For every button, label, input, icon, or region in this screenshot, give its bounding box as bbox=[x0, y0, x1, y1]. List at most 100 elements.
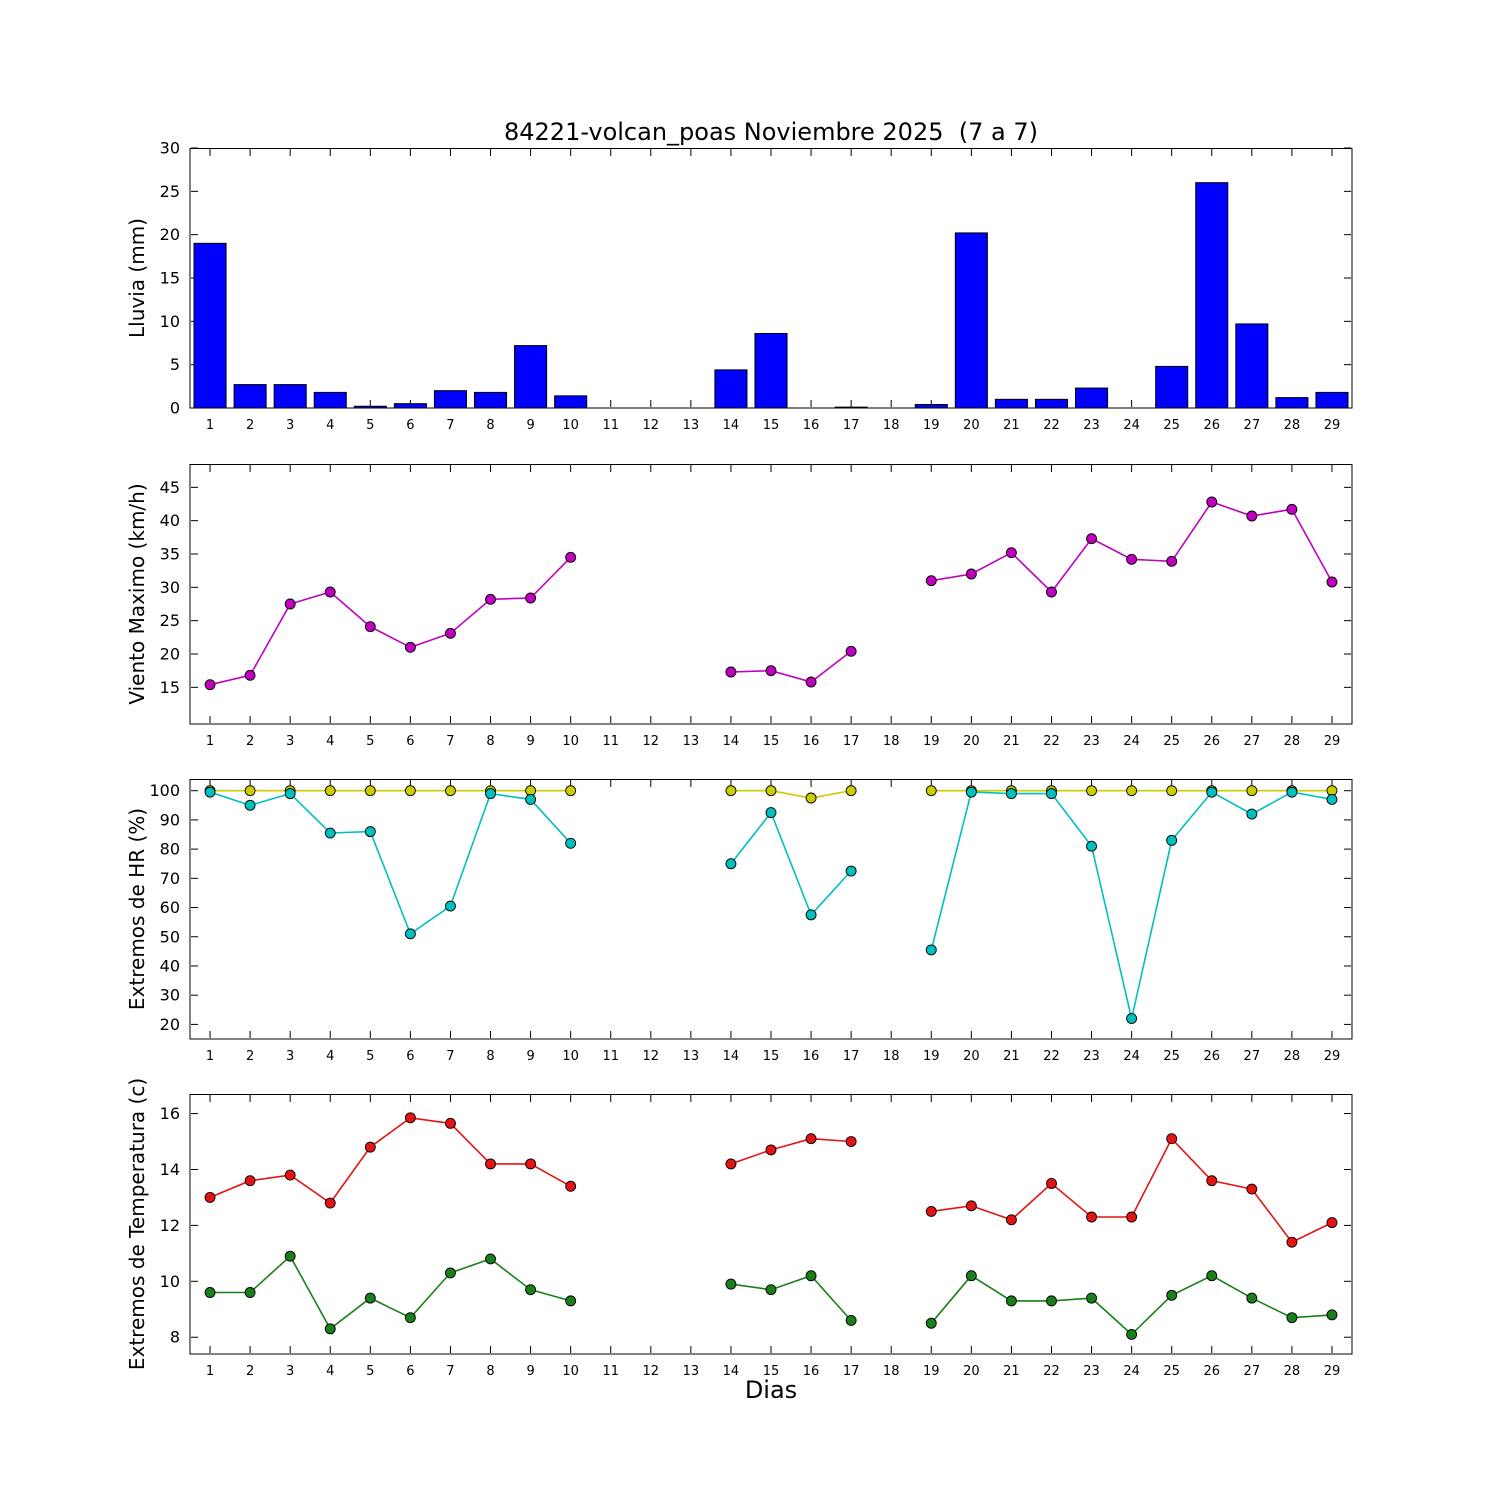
chart-title: 84221-volcan_poas Noviembre 2025 (7 a 7) bbox=[504, 118, 1038, 146]
svg-text:2: 2 bbox=[246, 734, 254, 749]
svg-text:1: 1 bbox=[206, 1364, 214, 1379]
svg-text:35: 35 bbox=[160, 545, 180, 564]
svg-text:25: 25 bbox=[1163, 1364, 1180, 1379]
svg-text:21: 21 bbox=[1003, 1364, 1020, 1379]
svg-text:25: 25 bbox=[1163, 1049, 1180, 1064]
svg-text:11: 11 bbox=[602, 1364, 619, 1379]
svg-text:0: 0 bbox=[170, 399, 180, 418]
svg-text:28: 28 bbox=[1284, 418, 1301, 433]
svg-text:18: 18 bbox=[883, 734, 900, 749]
svg-text:21: 21 bbox=[1003, 418, 1020, 433]
svg-text:14: 14 bbox=[160, 1160, 180, 1179]
svg-text:22: 22 bbox=[1043, 1364, 1060, 1379]
svg-text:5: 5 bbox=[366, 418, 374, 433]
svg-text:13: 13 bbox=[683, 734, 700, 749]
svg-text:16: 16 bbox=[803, 1049, 820, 1064]
svg-text:12: 12 bbox=[643, 734, 660, 749]
svg-text:60: 60 bbox=[160, 898, 180, 917]
svg-text:14: 14 bbox=[723, 1364, 740, 1379]
svg-text:25: 25 bbox=[1163, 734, 1180, 749]
svg-text:4: 4 bbox=[326, 734, 334, 749]
svg-text:5: 5 bbox=[170, 355, 180, 374]
svg-text:7: 7 bbox=[446, 418, 454, 433]
svg-text:28: 28 bbox=[1284, 1364, 1301, 1379]
svg-text:40: 40 bbox=[160, 511, 180, 530]
svg-text:4: 4 bbox=[326, 1049, 334, 1064]
svg-text:3: 3 bbox=[286, 1049, 294, 1064]
svg-text:29: 29 bbox=[1324, 1049, 1341, 1064]
svg-text:6: 6 bbox=[406, 1364, 414, 1379]
svg-text:22: 22 bbox=[1043, 734, 1060, 749]
svg-text:15: 15 bbox=[160, 678, 180, 697]
svg-text:1: 1 bbox=[206, 418, 214, 433]
svg-text:13: 13 bbox=[683, 1049, 700, 1064]
svg-text:17: 17 bbox=[843, 1049, 860, 1064]
svg-text:30: 30 bbox=[160, 139, 180, 158]
svg-text:24: 24 bbox=[1123, 418, 1140, 433]
svg-text:16: 16 bbox=[160, 1104, 180, 1123]
svg-text:27: 27 bbox=[1244, 1049, 1261, 1064]
svg-text:19: 19 bbox=[923, 418, 940, 433]
svg-text:8: 8 bbox=[486, 1049, 494, 1064]
svg-text:11: 11 bbox=[602, 734, 619, 749]
svg-text:10: 10 bbox=[160, 1272, 180, 1291]
svg-text:20: 20 bbox=[963, 418, 980, 433]
svg-text:23: 23 bbox=[1083, 1364, 1100, 1379]
svg-text:17: 17 bbox=[843, 734, 860, 749]
svg-text:3: 3 bbox=[286, 734, 294, 749]
svg-text:7: 7 bbox=[446, 734, 454, 749]
svg-text:45: 45 bbox=[160, 478, 180, 497]
svg-text:8: 8 bbox=[486, 418, 494, 433]
svg-text:19: 19 bbox=[923, 734, 940, 749]
svg-text:12: 12 bbox=[643, 418, 660, 433]
svg-text:11: 11 bbox=[602, 1049, 619, 1064]
svg-text:2: 2 bbox=[246, 1364, 254, 1379]
svg-text:26: 26 bbox=[1203, 734, 1220, 749]
svg-text:21: 21 bbox=[1003, 1049, 1020, 1064]
svg-text:90: 90 bbox=[160, 810, 180, 829]
svg-text:26: 26 bbox=[1203, 1364, 1220, 1379]
svg-text:23: 23 bbox=[1083, 734, 1100, 749]
svg-text:29: 29 bbox=[1324, 1364, 1341, 1379]
svg-text:19: 19 bbox=[923, 1049, 940, 1064]
svg-text:27: 27 bbox=[1244, 418, 1261, 433]
svg-text:17: 17 bbox=[843, 418, 860, 433]
svg-text:20: 20 bbox=[963, 734, 980, 749]
svg-text:26: 26 bbox=[1203, 1049, 1220, 1064]
svg-text:27: 27 bbox=[1244, 1364, 1261, 1379]
svg-text:27: 27 bbox=[1244, 734, 1261, 749]
svg-text:30: 30 bbox=[160, 986, 180, 1005]
svg-text:7: 7 bbox=[446, 1364, 454, 1379]
svg-text:10: 10 bbox=[562, 418, 579, 433]
svg-text:24: 24 bbox=[1123, 1049, 1140, 1064]
svg-text:26: 26 bbox=[1203, 418, 1220, 433]
svg-text:30: 30 bbox=[160, 578, 180, 597]
svg-text:18: 18 bbox=[883, 1049, 900, 1064]
svg-text:6: 6 bbox=[406, 418, 414, 433]
svg-text:15: 15 bbox=[763, 1364, 780, 1379]
svg-text:1: 1 bbox=[206, 1049, 214, 1064]
svg-text:5: 5 bbox=[366, 734, 374, 749]
svg-text:2: 2 bbox=[246, 1049, 254, 1064]
svg-text:20: 20 bbox=[963, 1049, 980, 1064]
svg-text:1: 1 bbox=[206, 734, 214, 749]
svg-text:7: 7 bbox=[446, 1049, 454, 1064]
svg-text:14: 14 bbox=[723, 1049, 740, 1064]
svg-text:12: 12 bbox=[643, 1364, 660, 1379]
svg-text:9: 9 bbox=[526, 1049, 534, 1064]
svg-text:23: 23 bbox=[1083, 1049, 1100, 1064]
svg-text:3: 3 bbox=[286, 418, 294, 433]
svg-text:19: 19 bbox=[923, 1364, 940, 1379]
svg-text:8: 8 bbox=[170, 1328, 180, 1347]
svg-text:20: 20 bbox=[160, 645, 180, 664]
svg-text:4: 4 bbox=[326, 418, 334, 433]
svg-text:14: 14 bbox=[723, 418, 740, 433]
svg-text:50: 50 bbox=[160, 927, 180, 946]
svg-text:28: 28 bbox=[1284, 734, 1301, 749]
svg-text:5: 5 bbox=[366, 1364, 374, 1379]
svg-text:5: 5 bbox=[366, 1049, 374, 1064]
svg-text:2: 2 bbox=[246, 418, 254, 433]
